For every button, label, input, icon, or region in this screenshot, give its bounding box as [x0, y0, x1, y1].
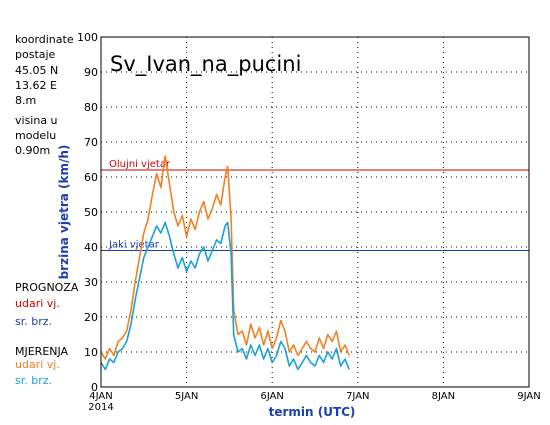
plot-frame — [100, 36, 530, 388]
threshold-label: Olujni vjetar — [109, 159, 171, 170]
y-tick-label: 30 — [84, 276, 98, 289]
x-tick-label: 5JAN — [175, 391, 198, 402]
threshold-label: Jaki vjetar — [108, 240, 160, 251]
y-tick-label: 80 — [84, 101, 98, 114]
x-axis-label: termin (UTC) — [269, 405, 356, 419]
y-tick-label: 70 — [84, 136, 98, 149]
info-line: modelu — [15, 129, 57, 142]
legend-mjerenja-mean: sr. brz. — [15, 374, 53, 387]
legend-prognoza-title: PROGNOZA — [15, 281, 79, 294]
legend-prognoza-gust: udari vj. — [15, 297, 60, 310]
x-tick-label: 9JAN — [517, 391, 540, 402]
info-line: 0.90m — [15, 144, 51, 157]
x-tick-label: 7JAN — [346, 391, 369, 402]
y-tick-label: 10 — [84, 346, 98, 359]
info-line: postaje — [15, 48, 56, 61]
y-tick-label: 100 — [77, 31, 98, 44]
info-line: visina u — [15, 114, 58, 127]
y-axis-label: brzina vjetra (km/h) — [57, 145, 71, 280]
legend-mjerenja-gust: udari vj. — [15, 358, 60, 371]
x-tick-label: 6JAN — [260, 391, 283, 402]
x-tick-label: 4JAN — [89, 391, 112, 402]
chart-title: Sv_Ivan_na_pucini — [110, 52, 301, 77]
series-line — [100, 221, 350, 371]
info-line: 45.05 N — [15, 64, 59, 77]
y-tick-label: 60 — [84, 171, 98, 184]
legend-mjerenja-title: MJERENJA — [15, 345, 69, 358]
y-tick-label: 0 — [91, 381, 98, 394]
x-tick-sublabel: 2014 — [88, 402, 113, 413]
info-line: 8.m — [15, 94, 37, 107]
info-line: 13.62 E — [15, 79, 57, 92]
info-line: koordinate — [15, 33, 74, 46]
series-line — [100, 155, 350, 360]
x-tick-label: 8JAN — [432, 391, 455, 402]
y-tick-label: 40 — [84, 241, 98, 254]
legend-prognoza-mean: sr. brz. — [15, 315, 53, 328]
y-tick-label: 50 — [84, 206, 98, 219]
y-tick-label: 90 — [84, 66, 98, 79]
y-tick-label: 20 — [84, 311, 98, 324]
